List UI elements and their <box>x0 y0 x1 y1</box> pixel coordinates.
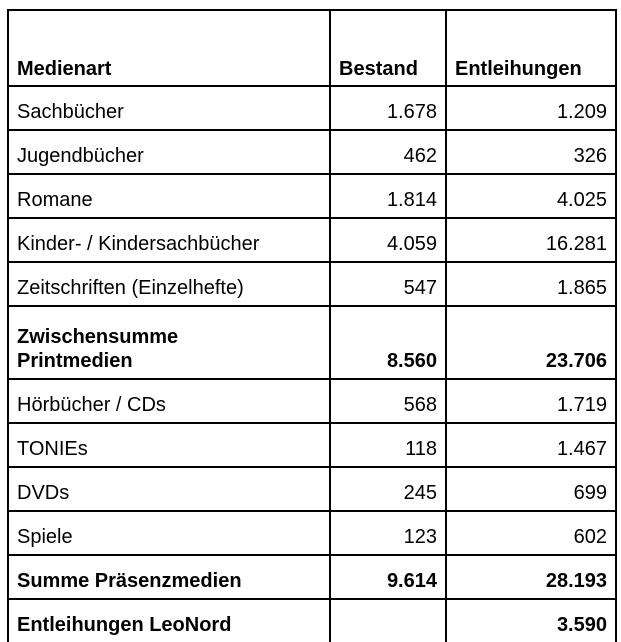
row-bestand: 462 <box>329 129 447 175</box>
row-entleihungen: 1.865 <box>445 261 617 307</box>
row-name: Kinder- / Kindersachbücher <box>7 217 331 263</box>
header-bestand: Bestand <box>329 9 447 87</box>
leonord-row: Entleihungen LeoNord 3.590 <box>7 598 617 642</box>
header-medienart: Medienart <box>7 9 331 87</box>
total-label: Summe Präsenzmedien <box>7 554 331 600</box>
row-bestand: 1.814 <box>329 173 447 219</box>
row-name: Zeitschriften (Einzelhefte) <box>7 261 331 307</box>
subtotal-label-line1: Zwischensumme <box>17 326 179 348</box>
row-name: TONIEs <box>7 422 331 468</box>
row-bestand: 547 <box>329 261 447 307</box>
row-entleihungen: 4.025 <box>445 173 617 219</box>
row-bestand: 245 <box>329 466 447 512</box>
media-statistics-table: Medienart Bestand Entleihungen Sachbüche… <box>7 9 617 642</box>
row-entleihungen: 602 <box>445 510 617 556</box>
table-row: Hörbücher / CDs 568 1.719 <box>7 378 617 424</box>
row-name: Jugendbücher <box>7 129 331 175</box>
total-row: Summe Präsenzmedien 9.614 28.193 <box>7 554 617 600</box>
header-entleihungen: Entleihungen <box>445 9 617 87</box>
subtotal-bestand: 8.560 <box>329 305 447 380</box>
row-bestand: 4.059 <box>329 217 447 263</box>
row-name: Sachbücher <box>7 85 331 131</box>
subtotal-label: Zwischensumme Printmedien <box>7 305 331 380</box>
table-header-row: Medienart Bestand Entleihungen <box>7 9 617 87</box>
table-row: TONIEs 118 1.467 <box>7 422 617 468</box>
subtotal-label-line2: Printmedien <box>17 350 133 372</box>
row-entleihungen: 326 <box>445 129 617 175</box>
row-bestand: 1.678 <box>329 85 447 131</box>
table-row: Sachbücher 1.678 1.209 <box>7 85 617 131</box>
table-row: Zeitschriften (Einzelhefte) 547 1.865 <box>7 261 617 307</box>
table-row: Spiele 123 602 <box>7 510 617 556</box>
row-entleihungen: 16.281 <box>445 217 617 263</box>
table-row: Kinder- / Kindersachbücher 4.059 16.281 <box>7 217 617 263</box>
leonord-bestand <box>329 598 447 642</box>
row-bestand: 568 <box>329 378 447 424</box>
table-row: DVDs 245 699 <box>7 466 617 512</box>
row-name: Spiele <box>7 510 331 556</box>
row-bestand: 118 <box>329 422 447 468</box>
subtotal-entleihungen: 23.706 <box>445 305 617 380</box>
row-entleihungen: 1.209 <box>445 85 617 131</box>
row-entleihungen: 699 <box>445 466 617 512</box>
row-name: DVDs <box>7 466 331 512</box>
subtotal-row: Zwischensumme Printmedien 8.560 23.706 <box>7 305 617 380</box>
total-entleihungen: 28.193 <box>445 554 617 600</box>
row-entleihungen: 1.719 <box>445 378 617 424</box>
row-name: Hörbücher / CDs <box>7 378 331 424</box>
table-row: Romane 1.814 4.025 <box>7 173 617 219</box>
table-row: Jugendbücher 462 326 <box>7 129 617 175</box>
leonord-entleihungen: 3.590 <box>445 598 617 642</box>
leonord-label: Entleihungen LeoNord <box>7 598 331 642</box>
row-bestand: 123 <box>329 510 447 556</box>
total-bestand: 9.614 <box>329 554 447 600</box>
row-name: Romane <box>7 173 331 219</box>
row-entleihungen: 1.467 <box>445 422 617 468</box>
